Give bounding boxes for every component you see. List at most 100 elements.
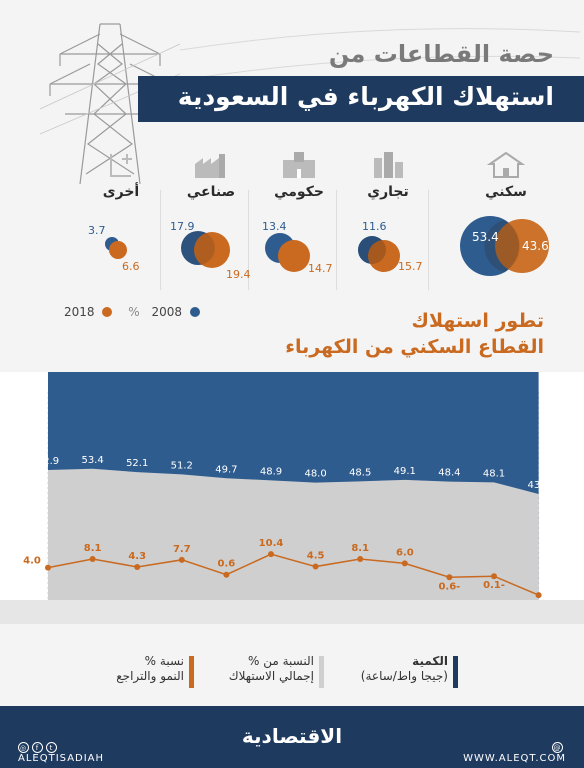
- growth-point: [134, 563, 141, 570]
- growth-label: 0.6-: [438, 581, 460, 592]
- value-2018: 19.4: [226, 268, 251, 280]
- legend-share-sub: إجمالي الاستهلاك: [228, 669, 314, 683]
- sector-divider: [160, 190, 161, 290]
- value-2018: 6.6: [122, 260, 140, 273]
- legend-percent-symbol: %: [128, 304, 140, 319]
- growth-point: [45, 564, 51, 571]
- legend-quantity: الكمية (جيجا واط/ساعة): [360, 654, 458, 688]
- growth-label: 10.4: [259, 538, 284, 549]
- venn-commercial: 11.6 15.7: [358, 220, 423, 273]
- growth-label: 8.1: [84, 543, 102, 554]
- growth-label: 4.5: [307, 551, 325, 562]
- sector-other: أخرى 3.7 6.6: [78, 150, 164, 300]
- value-2008: 53.4: [472, 230, 499, 244]
- title-line-1: حصة القطاعات من: [328, 40, 554, 68]
- house-icon: [486, 151, 526, 178]
- footer: ◎ f t ALEQTISADIAH الاقتصادية @ WWW.ALEQT.CO…: [0, 706, 584, 768]
- growth-label: 8.1: [351, 543, 369, 554]
- sector-label: صناعي: [186, 184, 236, 200]
- value-2008: 17.9: [170, 220, 195, 233]
- legend-share-title: النسبة من %: [248, 654, 314, 668]
- value-2018: 14.7: [308, 262, 333, 275]
- factory-icon: [195, 154, 225, 178]
- area-chart: 89.4896.69100.83108.63109.26120.65126.11…: [23, 372, 555, 618]
- share-label: 48.1: [483, 468, 505, 479]
- buildings-icon: [374, 152, 403, 178]
- share-label: 48.5: [349, 467, 371, 478]
- value-2008: 3.7: [88, 224, 106, 237]
- other-icon: [110, 154, 132, 177]
- growth-point: [312, 563, 319, 570]
- government-building-icon: [283, 152, 315, 178]
- subtitle-line-1: تطور استهلاك: [411, 310, 544, 332]
- legend-growth: نسبة % النمو والتراجع: [116, 654, 194, 688]
- share-label: 53.4: [81, 455, 103, 466]
- value-2008: 11.6: [362, 220, 387, 233]
- legend-quantity-unit: (جيجا واط/ساعة): [360, 669, 448, 683]
- legend-growth-title: نسبة %: [144, 654, 184, 668]
- value-2018: 43.6: [522, 239, 549, 253]
- share-label: 43.6: [527, 480, 549, 491]
- website-link[interactable]: @ WWW.ALEQT.COM: [463, 742, 566, 764]
- growth-point: [535, 592, 542, 599]
- growth-label: 6.0: [396, 547, 414, 558]
- sector-label: أخرى: [102, 184, 140, 200]
- share-label: 49.1: [394, 466, 416, 477]
- legend-dot-2018: [102, 306, 113, 317]
- growth-label: 0.6: [218, 559, 236, 570]
- share-label: 48.4: [438, 468, 460, 479]
- sector-legend: 2018 % 2008: [64, 304, 204, 319]
- venn-industrial: 17.9 19.4: [170, 220, 251, 280]
- growth-label: 7.7: [173, 544, 191, 555]
- growth-point: [89, 555, 96, 562]
- growth-point: [491, 573, 497, 580]
- share-label: 51.2: [171, 460, 193, 471]
- legend-label-2008: 2008: [151, 304, 182, 319]
- growth-point: [446, 574, 453, 581]
- legend-share: النسبة من % إجمالي الاستهلاك: [228, 654, 324, 688]
- legend-dot-2008: [189, 306, 200, 317]
- legend-quantity-title: الكمية: [412, 654, 448, 668]
- title-line-2: استهلاك الكهرباء في السعودية: [177, 82, 554, 111]
- brand-logo: الاقتصادية: [241, 724, 343, 748]
- growth-point: [178, 556, 185, 563]
- growth-label: 4.3: [128, 551, 146, 562]
- venn-residential: 53.4 43.6: [460, 216, 549, 276]
- share-label: 48.0: [304, 469, 326, 480]
- sector-label: تجاري: [367, 184, 409, 200]
- share-label: 49.7: [215, 464, 237, 475]
- subtitle-line-2: القطاع السكني من الكهرباء: [285, 336, 544, 358]
- chart-subtitle: تطور استهلاك القطاع السكني من الكهرباء: [285, 308, 544, 360]
- share-label: 48.9: [260, 466, 282, 477]
- share-label: 52.1: [126, 458, 148, 469]
- venn-government: 13.4 14.7: [262, 220, 333, 275]
- value-2018: 15.7: [398, 260, 423, 273]
- growth-point: [357, 555, 364, 562]
- sector-divider: [336, 190, 337, 290]
- growth-point: [223, 571, 230, 578]
- sector-commercial: تجاري 11.6 15.7: [344, 150, 432, 300]
- growth-point: [401, 560, 408, 567]
- sector-divider: [428, 190, 429, 290]
- share-area: [48, 468, 539, 600]
- sector-label: سكني: [485, 184, 527, 200]
- x-axis-bar: [0, 600, 584, 624]
- growth-label: 0.1-: [483, 580, 505, 591]
- growth-label: 4.0: [23, 556, 41, 567]
- sector-residential: سكني 53.4 43.6: [436, 150, 576, 300]
- globe-icon: @: [552, 742, 563, 753]
- social-handle[interactable]: ◎ f t ALEQTISADIAH: [18, 742, 105, 764]
- legend-label-2018: 2018: [64, 304, 95, 319]
- venn-other: 3.7 6.6: [88, 224, 140, 273]
- legend-growth-sub: النمو والتراجع: [116, 669, 184, 683]
- sector-label: حكومي: [274, 184, 324, 200]
- title-bar: [138, 76, 584, 122]
- sector-government: حكومي 13.4 14.7: [254, 150, 344, 300]
- value-2008: 13.4: [262, 220, 287, 233]
- growth-point: [268, 551, 274, 558]
- sector-industrial: صناعي 17.9 19.4: [166, 150, 256, 300]
- sector-divider: [248, 190, 249, 290]
- growth-line: [47, 553, 539, 596]
- share-label: 52.9: [37, 456, 59, 467]
